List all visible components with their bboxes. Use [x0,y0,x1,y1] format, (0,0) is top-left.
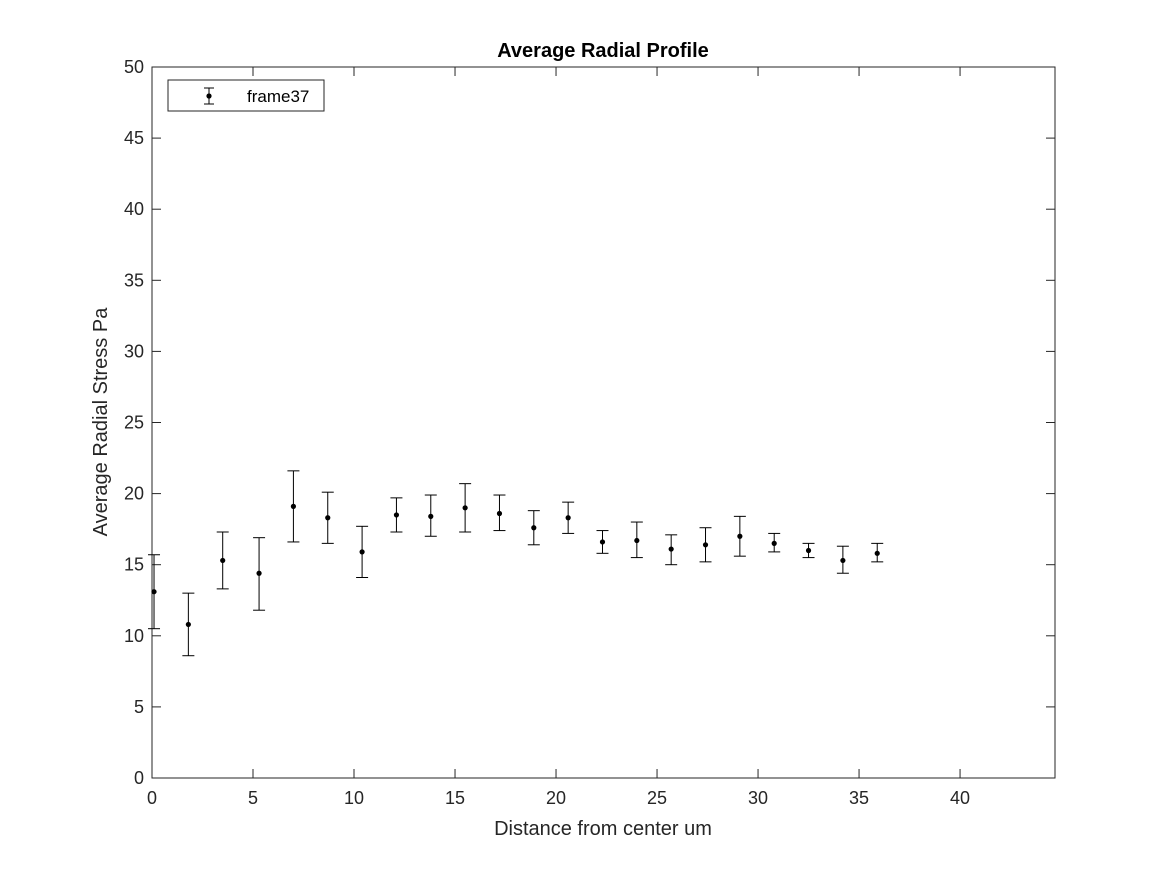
data-point [182,592,195,657]
data-marker [634,537,640,544]
data-marker [462,505,468,511]
y-tick-label: 10 [124,626,144,646]
data-marker [805,547,812,554]
data-point [733,515,746,557]
data-marker [668,546,674,552]
data-point [596,530,609,554]
data-point [630,521,643,559]
data-point [321,491,334,544]
data-point [287,470,300,543]
x-tick-label: 10 [344,788,364,808]
x-tick-label: 30 [748,788,768,808]
data-marker [771,540,777,546]
data-marker [874,550,880,556]
data-point [836,545,849,574]
data-point [148,554,161,630]
data-marker [290,503,297,509]
data-marker [325,515,331,521]
chart-title: Average Radial Profile [497,40,709,62]
x-axis: 0 5 10 15 20 25 30 35 40 [147,67,970,808]
data-marker [185,621,191,628]
data-point [216,531,229,590]
data-point [665,534,678,566]
y-axis: 0 5 10 15 20 25 30 35 40 45 50 [124,57,1055,788]
x-tick-label: 35 [849,788,869,808]
data-point [527,510,540,546]
x-tick-label: 40 [950,788,970,808]
data-point [356,525,369,578]
data-point [768,532,781,553]
data-marker [599,539,606,545]
data-marker [702,542,709,548]
y-tick-label: 5 [134,697,144,717]
y-tick-label: 0 [134,768,144,788]
y-tick-label: 30 [124,341,144,361]
data-series [148,470,884,657]
data-point [424,494,437,537]
x-axis-label: Distance from center um [494,818,712,840]
x-tick-label: 20 [546,788,566,808]
data-marker [531,525,537,531]
legend-label-frame37: frame37 [247,87,309,106]
data-marker [220,557,226,564]
x-tick-label: 15 [445,788,465,808]
data-marker [151,589,157,595]
y-tick-label: 15 [124,555,144,575]
y-axis-label: Average Radial Stress Pa [90,307,112,537]
legend-box [167,79,325,112]
data-point [459,483,472,533]
data-marker [359,549,365,555]
y-tick-label: 45 [124,128,144,148]
data-point [253,537,266,611]
y-tick-label: 35 [124,270,144,290]
data-point [699,527,712,563]
data-marker [496,510,503,517]
data-marker [393,512,400,518]
data-point [871,542,884,563]
y-tick-label: 20 [124,484,144,504]
legend: frame37 [167,79,325,112]
data-point [390,497,403,533]
data-marker [840,557,846,564]
y-tick-label: 25 [124,413,144,433]
data-marker [737,533,743,539]
data-point [493,494,506,532]
x-tick-label: 25 [647,788,667,808]
x-tick-label: 5 [248,788,258,808]
x-tick-label: 0 [147,788,157,808]
legend-marker [204,87,214,105]
plot-area [151,66,1056,779]
data-marker [256,570,262,576]
y-tick-label: 40 [124,199,144,219]
data-point [802,542,815,559]
data-point [562,501,575,534]
y-tick-label: 50 [124,57,144,77]
data-marker [428,513,434,519]
data-marker [565,515,571,521]
